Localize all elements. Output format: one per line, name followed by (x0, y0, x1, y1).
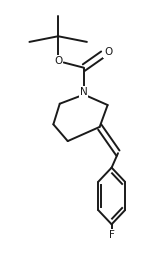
Text: O: O (104, 47, 113, 57)
Text: N: N (80, 87, 88, 97)
Text: F: F (109, 230, 115, 240)
Text: O: O (54, 56, 62, 66)
